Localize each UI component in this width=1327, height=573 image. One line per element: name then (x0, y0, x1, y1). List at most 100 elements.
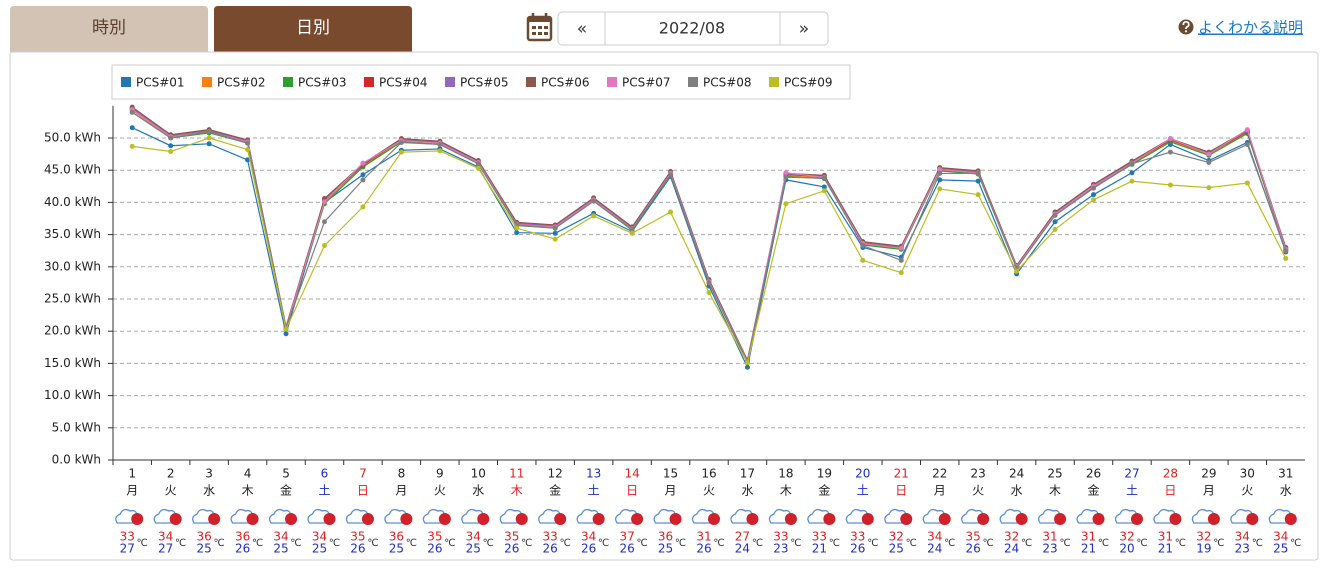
weather-icon (384, 508, 413, 525)
x-tick-label: 14 (624, 467, 639, 481)
temp-low: 23 (773, 542, 788, 556)
temp-high: 34 (273, 530, 288, 544)
x-tick-label: 24 (1009, 467, 1024, 481)
legend-label: PCS#06 (541, 76, 590, 90)
point (898, 257, 904, 263)
point (783, 170, 789, 176)
next-button[interactable]: » (799, 19, 809, 39)
y-tick-label: 10.0 kWh (44, 388, 101, 402)
calendar-icon[interactable] (526, 13, 553, 42)
point (1244, 180, 1250, 186)
temp-low: 25 (196, 542, 211, 556)
sun (784, 513, 797, 525)
x-tick-label: 1 (128, 467, 136, 481)
weekday-label: 火 (972, 484, 984, 498)
legend-swatch (283, 77, 293, 87)
x-tick-label: 6 (321, 467, 329, 481)
sun (631, 513, 644, 525)
temp-unit: ℃ (752, 538, 763, 549)
weather-icon (999, 508, 1028, 525)
point (475, 165, 481, 171)
weather-icon (538, 508, 567, 525)
sun (400, 513, 413, 525)
point (1091, 185, 1097, 191)
y-tick-label: 50.0 kWh (44, 131, 101, 145)
weather-icon (884, 508, 913, 525)
point (475, 161, 481, 167)
temp-unit: ℃ (1059, 538, 1070, 549)
tab-hourly[interactable] (10, 6, 208, 52)
temp-low: 27 (158, 542, 173, 556)
weather-icon (961, 508, 990, 525)
weekday-label: 月 (395, 484, 407, 498)
point (245, 157, 251, 163)
weekday-label: 土 (1126, 484, 1138, 498)
temp-unit: ℃ (444, 538, 455, 549)
temp-high: 34 (466, 530, 481, 544)
point (206, 135, 212, 141)
temp-low: 19 (1196, 542, 1211, 556)
point (168, 135, 174, 141)
temp-high: 34 (158, 530, 173, 544)
panel (9, 51, 1319, 561)
weather-icon (115, 508, 144, 525)
point (744, 364, 750, 370)
temp-high: 32 (1119, 530, 1134, 544)
point (283, 326, 289, 332)
x-tick-label: 31 (1278, 467, 1293, 481)
weekday-label: 木 (1049, 484, 1061, 498)
temp-unit: ℃ (713, 538, 724, 549)
point (206, 129, 212, 135)
temp-high: 34 (1273, 530, 1288, 544)
tab-label[interactable]: 時別 (92, 18, 126, 38)
weather-icon (422, 508, 451, 525)
temp-low: 25 (1273, 542, 1288, 556)
temp-low: 25 (466, 542, 481, 556)
weekday-label: 水 (1011, 484, 1023, 498)
x-tick-label: 15 (663, 467, 678, 481)
point (1283, 248, 1289, 254)
temp-unit: ℃ (252, 538, 263, 549)
temp-high: 34 (1235, 530, 1250, 544)
help-link[interactable]: よくわかる説明 (1198, 19, 1303, 37)
temp-unit: ℃ (790, 538, 801, 549)
prev-button[interactable]: « (577, 19, 587, 39)
point (321, 219, 327, 225)
point (1244, 141, 1250, 147)
weekday-label: 月 (126, 484, 138, 498)
point (360, 204, 366, 210)
point (1167, 149, 1173, 155)
temp-low: 24 (1004, 542, 1019, 556)
point (129, 125, 135, 131)
legend-swatch (607, 77, 617, 87)
x-tick-label: 26 (1086, 467, 1101, 481)
weekday-label: 金 (280, 483, 292, 498)
weekday-label: 木 (780, 484, 792, 498)
temp-unit: ℃ (1252, 538, 1263, 549)
help-icon[interactable] (1178, 19, 1194, 35)
tab-label[interactable]: 日別 (296, 18, 330, 38)
temp-unit: ℃ (290, 538, 301, 549)
point (668, 172, 674, 178)
temp-low: 26 (696, 542, 711, 556)
temp-unit: ℃ (675, 538, 686, 549)
y-tick-label: 20.0 kWh (44, 324, 101, 338)
temp-high: 31 (696, 530, 711, 544)
weather-icon (768, 508, 797, 525)
legend-swatch (202, 77, 212, 87)
weekday-label: 土 (857, 484, 869, 498)
temp-high: 34 (927, 530, 942, 544)
temp-unit: ℃ (867, 538, 878, 549)
weather-icon (1076, 508, 1105, 525)
legend-swatch (364, 77, 374, 87)
point (706, 280, 712, 286)
legend-label: PCS#03 (298, 76, 347, 90)
tab-daily[interactable] (214, 6, 412, 52)
weather-icon (730, 508, 759, 525)
point (321, 243, 327, 249)
weekday-label: 火 (434, 484, 446, 498)
y-tick-label: 25.0 kWh (44, 292, 101, 306)
sun (1169, 513, 1182, 525)
temp-low: 26 (235, 542, 250, 556)
